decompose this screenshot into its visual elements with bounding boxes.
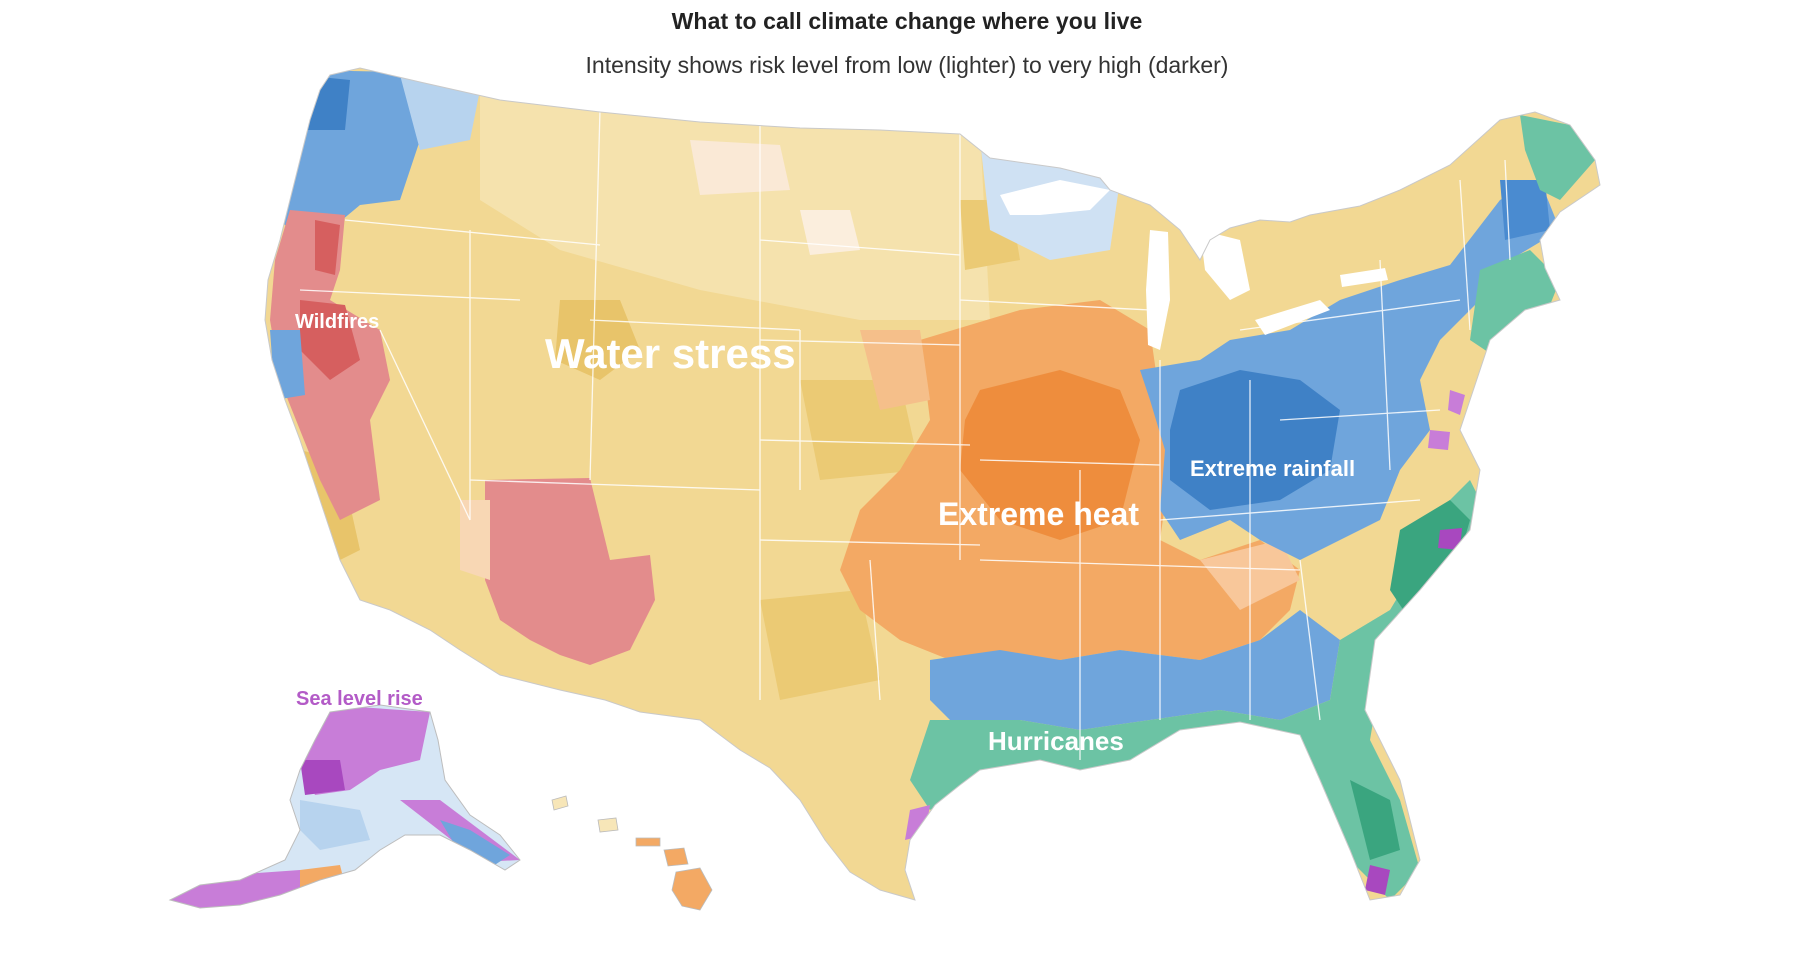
southwest-wildfires: [485, 478, 655, 665]
hurricanes-region: [910, 480, 1490, 900]
hawaii: [551, 795, 713, 911]
alaska-aleutians: [170, 870, 300, 908]
water-stress-dark-patch-tx: [760, 590, 880, 700]
label-extreme-heat: Extreme heat: [938, 496, 1139, 532]
map-subtitle: Intensity shows risk level from low (lig…: [585, 52, 1229, 78]
lake-erie: [1255, 300, 1330, 335]
hawaii-big-island: [671, 867, 713, 911]
hurricanes-dark-region-2: [1350, 780, 1400, 860]
sea-level-rise-ca: [266, 390, 280, 410]
label-water-stress: Water stress: [545, 330, 796, 377]
extreme-rainfall-dark-region: [1170, 370, 1340, 510]
lake-michigan: [1146, 230, 1170, 350]
label-extreme-rainfall: Extreme rainfall: [1190, 456, 1355, 481]
northeast-hurricanes-region: [1470, 250, 1560, 360]
extreme-heat-dark-region: [960, 370, 1140, 540]
water-stress-pale-patch-2: [800, 210, 860, 255]
contiguous-us: [265, 68, 1600, 900]
sea-level-rise-nj: [1448, 390, 1465, 415]
bay-area-rainfall: [270, 330, 305, 400]
water-stress-pale-patch: [690, 140, 790, 195]
pacific-northwest-rainfall-light: [400, 75, 480, 150]
wildfires-dark-region-2: [315, 220, 340, 275]
water-stress-dark-patch-co: [555, 300, 640, 380]
alaska: [170, 705, 520, 908]
label-hurricanes: Hurricanes: [988, 726, 1124, 756]
state-borders: [299, 109, 1511, 760]
water-stress-light-region: [480, 95, 990, 320]
extreme-heat-light-edge: [860, 330, 930, 410]
hawaii-molokai: [635, 837, 661, 847]
hawaii-maui: [663, 847, 689, 867]
hawaii-oahu: [597, 817, 619, 833]
southwest-water-stress-light: [460, 500, 490, 580]
label-sea-level-rise: Sea level rise: [296, 688, 423, 710]
sea-level-rise-fl: [1365, 865, 1390, 895]
alaska-sea-level-rise-dark: [300, 760, 345, 795]
wildfires-dark-region: [300, 300, 360, 380]
alaska-rainfall-south: [440, 820, 510, 868]
sea-level-rise-va: [1428, 430, 1450, 450]
alaska-outline: [168, 704, 521, 909]
alaska-rainfall-light: [300, 800, 370, 850]
sea-level-rise-nc: [1438, 528, 1462, 550]
southern-rainfall-region: [930, 610, 1340, 730]
lake-superior: [1000, 180, 1110, 215]
extreme-rainfall-dark-region-2: [1500, 180, 1550, 240]
label-wildfires: Wildfires: [295, 311, 379, 333]
us-coastline: [264, 67, 1601, 901]
maine-hurricanes-region: [1520, 115, 1595, 200]
lake-ontario: [1340, 268, 1388, 287]
lake-huron: [1200, 230, 1250, 300]
map-title: What to call climate change where you li…: [671, 8, 1143, 34]
hawaii-kauai: [551, 795, 569, 811]
